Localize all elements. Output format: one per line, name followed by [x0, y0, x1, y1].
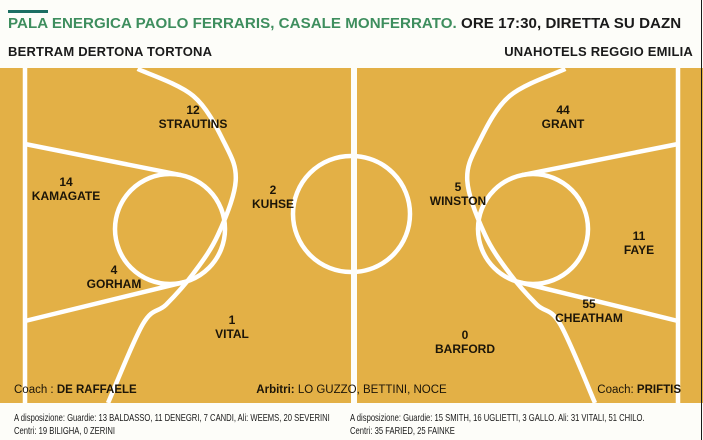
svg-text:5: 5: [455, 180, 462, 194]
svg-text:2: 2: [270, 183, 277, 197]
svg-text:GORHAM: GORHAM: [87, 277, 142, 291]
svg-text:14: 14: [59, 175, 73, 189]
svg-text:4: 4: [111, 263, 118, 277]
svg-text:GRANT: GRANT: [542, 117, 585, 131]
svg-text:11: 11: [633, 229, 646, 243]
svg-text:FAYE: FAYE: [624, 243, 654, 257]
svg-text:KUHSE: KUHSE: [252, 197, 294, 211]
svg-text:44: 44: [556, 103, 570, 117]
svg-text:VITAL: VITAL: [215, 327, 249, 341]
svg-text:12: 12: [186, 103, 200, 117]
svg-text:CHEATHAM: CHEATHAM: [555, 311, 623, 325]
svg-text:BARFORD: BARFORD: [435, 342, 495, 356]
svg-text:WINSTON: WINSTON: [430, 194, 486, 208]
svg-text:55: 55: [582, 297, 596, 311]
svg-text:KAMAGATE: KAMAGATE: [32, 189, 100, 203]
svg-text:STRAUTINS: STRAUTINS: [159, 117, 228, 131]
svg-text:1: 1: [229, 313, 236, 327]
svg-text:0: 0: [462, 328, 469, 342]
